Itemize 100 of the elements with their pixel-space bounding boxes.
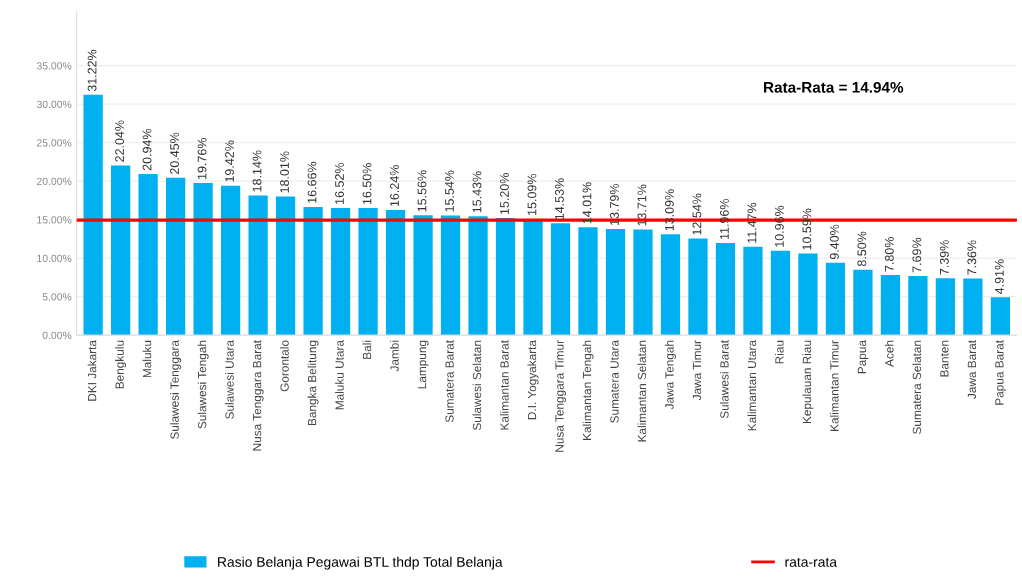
x-tick-label: Bali <box>362 340 372 359</box>
bar <box>468 216 488 336</box>
x-tick-label: Banten <box>940 340 949 377</box>
bar <box>166 177 186 336</box>
legend-label: rata-rata <box>785 557 838 567</box>
data-label: 10.59% <box>802 208 812 250</box>
bar <box>688 238 708 336</box>
bar <box>660 234 681 336</box>
bar <box>715 243 736 336</box>
bar <box>440 215 461 336</box>
bar <box>220 185 241 336</box>
x-tick-label: Sulawesi Tengah <box>197 340 209 429</box>
data-label: 11.96% <box>719 198 729 240</box>
bar <box>798 253 818 336</box>
x-tick-label: Jambi <box>390 340 399 372</box>
x-tick-label: Kalimantan Utara <box>747 340 757 431</box>
data-label: 16.52% <box>335 162 344 204</box>
data-label: 7.36% <box>967 240 977 275</box>
x-tick-label: Kalimantan Tengah <box>582 340 594 440</box>
x-tick-label: D.I. Yogyakarta <box>527 340 539 420</box>
bar <box>111 165 131 336</box>
bar <box>825 262 846 336</box>
x-tick-label: Jawa Barat <box>967 340 977 399</box>
bar <box>605 228 626 336</box>
annotation: Rata-Rata = 14.94% <box>764 81 904 93</box>
y-tick-label: 35.00% <box>36 62 72 70</box>
x-tick-label: Jawa Tengah <box>664 340 676 410</box>
y-tick-label: 0.00% <box>42 331 72 340</box>
x-tick-label: Kalimantan Timur <box>829 340 839 431</box>
bar <box>413 215 433 336</box>
bar <box>743 246 763 336</box>
y-tick-label: 5.00% <box>42 293 72 301</box>
bar <box>880 275 901 336</box>
bar <box>935 278 956 336</box>
data-label: 16.24% <box>390 165 399 207</box>
data-label: 10.96% <box>774 205 784 247</box>
x-tick-label: Sulawesi Utara <box>225 340 234 419</box>
bar <box>963 278 983 336</box>
data-label: 7.39% <box>939 240 949 275</box>
bar <box>248 195 268 336</box>
y-tick-label: 20.00% <box>36 177 72 186</box>
x-tick-label: Sumatera Selatan <box>912 340 922 434</box>
x-tick-label: Sumatera Barat <box>445 340 454 423</box>
bar <box>770 250 791 336</box>
bar <box>193 183 213 336</box>
x-tick-label: Papua <box>857 340 869 374</box>
x-tick-label: Kepulauan Riau <box>802 340 814 424</box>
bar <box>275 196 296 336</box>
x-tick-label: Bangka Belitung <box>307 340 319 426</box>
data-label: 15.09% <box>527 173 537 215</box>
x-tick-label: Maluku Utara <box>335 340 344 410</box>
data-label: 15.54% <box>445 170 454 212</box>
data-label: 15.43% <box>472 171 482 213</box>
bar <box>908 275 928 336</box>
data-label: 13.71% <box>637 184 647 226</box>
data-label: 8.50% <box>857 231 867 267</box>
bar <box>83 94 103 336</box>
data-label: 20.45% <box>170 132 179 174</box>
data-label: 16.66% <box>307 161 317 203</box>
data-label: 9.40% <box>829 224 839 260</box>
x-tick-label: Bengkulu <box>115 340 127 389</box>
bar <box>990 297 1011 336</box>
x-tick-label: Sulawesi Tenggara <box>170 340 182 440</box>
data-label: 11.47% <box>747 202 757 243</box>
data-label: 19.76% <box>197 137 207 179</box>
x-tick-label: Papua Barat <box>995 340 1006 405</box>
bar <box>853 269 873 336</box>
y-tick-label: 15.00% <box>37 216 72 224</box>
data-label: 13.09% <box>664 189 674 231</box>
data-label: 15.56% <box>417 170 427 212</box>
data-label: 4.91% <box>994 259 1004 294</box>
data-label: 22.04% <box>115 120 124 162</box>
x-tick-label: Lampung <box>417 340 429 389</box>
data-label: 18.01% <box>280 151 289 193</box>
bar <box>358 208 378 336</box>
x-tick-label: Aceh <box>884 340 894 367</box>
x-tick-label: DKI Jakarta <box>87 340 97 401</box>
bar <box>578 227 598 336</box>
bar <box>303 206 323 336</box>
x-tick-label: Sumatera Utara <box>610 340 619 423</box>
y-tick-label: 10.00% <box>37 254 72 263</box>
y-tick-label: 25.00% <box>36 139 72 147</box>
data-label: 14.53% <box>555 178 564 220</box>
x-tick-label: Jawa Timur <box>692 340 702 401</box>
data-label: 15.20% <box>500 173 509 215</box>
bar <box>550 223 571 336</box>
x-tick-label: Nusa Tenggara Timur <box>555 340 567 452</box>
x-tick-label: Nusa Tenggara Barat <box>253 340 264 451</box>
x-tick-label: Riau <box>774 340 784 364</box>
data-label: 12.54% <box>692 193 702 235</box>
x-tick-label: Gorontalo <box>280 340 289 392</box>
data-label: 14.01% <box>582 182 592 224</box>
x-tick-label: Kalimantan Selatan <box>637 340 647 442</box>
legend-label: Rasio Belanja Pegawai BTL thdp Total Belanja <box>218 556 503 570</box>
x-tick-label: Kalimantan Barat <box>500 340 509 430</box>
data-label: 7.80% <box>884 237 894 272</box>
data-label: 7.69% <box>912 237 922 273</box>
bar <box>138 173 158 336</box>
bar <box>385 210 406 336</box>
x-tick-label: Sulawesi Selatan <box>472 340 482 431</box>
